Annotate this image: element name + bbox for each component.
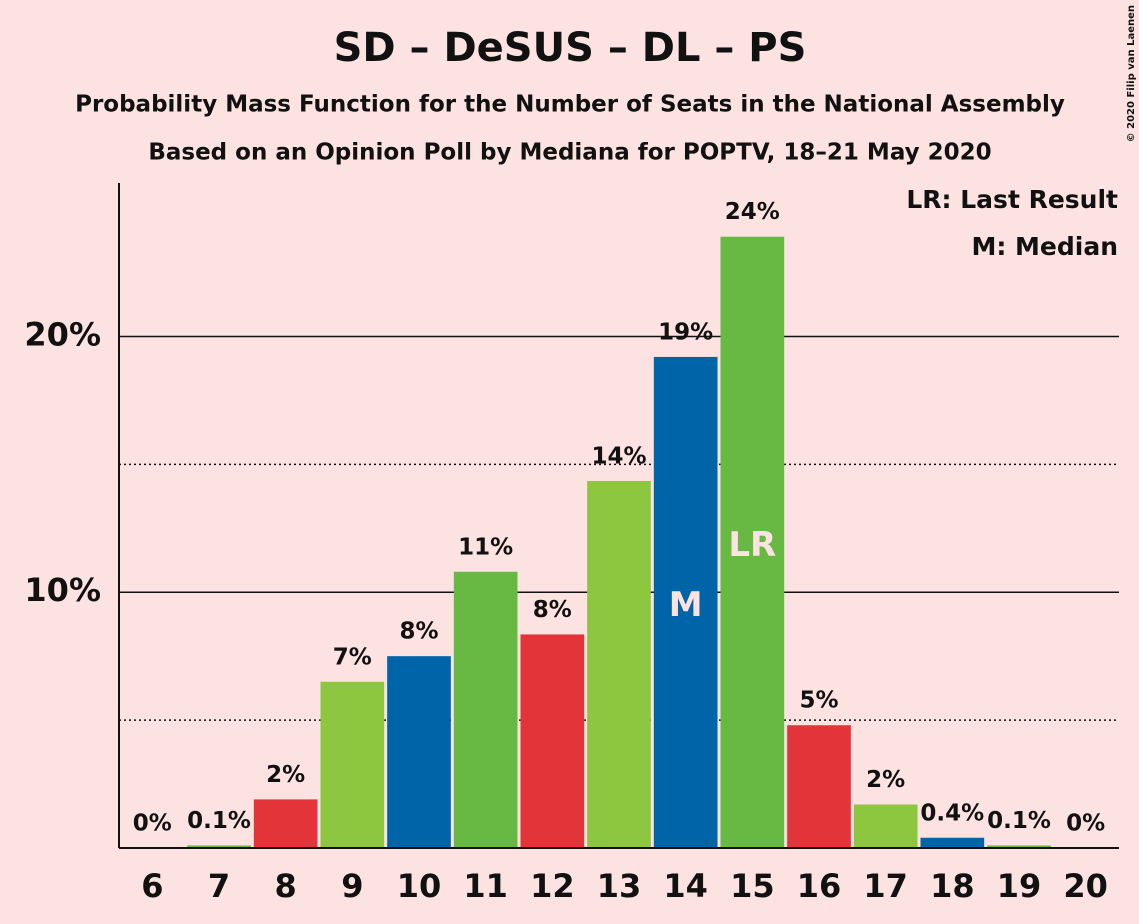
x-tick-label: 16 <box>797 867 842 905</box>
x-tick-label: 18 <box>930 867 975 905</box>
bar <box>387 656 451 848</box>
x-tick-label: 9 <box>341 867 363 905</box>
x-tick-label: 15 <box>730 867 775 905</box>
bar-annotation: M <box>669 585 703 625</box>
x-tick-label: 7 <box>208 867 230 905</box>
y-tick-label: 20% <box>24 315 101 353</box>
value-label: 0% <box>1066 811 1105 837</box>
value-label: 5% <box>799 688 838 714</box>
value-label: 0% <box>133 811 172 837</box>
chart-subtitle: Based on an Opinion Poll by Mediana for … <box>148 140 991 166</box>
value-label: 8% <box>533 597 572 623</box>
x-tick-label: 19 <box>997 867 1042 905</box>
value-label: 11% <box>458 534 513 560</box>
bar <box>587 480 651 848</box>
bar <box>253 799 318 848</box>
bar <box>787 725 851 848</box>
value-label: 0.4% <box>920 800 984 826</box>
bar <box>653 356 718 848</box>
x-tick-label: 17 <box>863 867 908 905</box>
bar <box>453 571 518 848</box>
value-label: 8% <box>399 619 438 645</box>
value-label: 2% <box>266 762 305 788</box>
x-tick-label: 13 <box>597 867 642 905</box>
bar <box>987 845 1051 848</box>
x-tick-label: 6 <box>141 867 163 905</box>
value-label: 14% <box>591 443 646 469</box>
bar <box>187 845 251 848</box>
legend-entry: M: Median <box>971 232 1118 261</box>
bar <box>853 804 918 848</box>
legend-entry: LR: Last Result <box>906 185 1118 214</box>
chart-subtitle: Probability Mass Function for the Number… <box>75 92 1065 118</box>
value-label: 24% <box>725 199 780 225</box>
bar-annotation: LR <box>728 525 776 565</box>
bar <box>720 236 785 848</box>
x-tick-label: 8 <box>275 867 297 905</box>
x-tick-label: 20 <box>1063 867 1108 905</box>
credit: © 2020 Filip van Laenen <box>1126 5 1137 142</box>
bar <box>320 681 385 848</box>
x-tick-label: 11 <box>463 867 508 905</box>
x-tick-label: 10 <box>397 867 442 905</box>
bar <box>520 634 585 848</box>
bar <box>920 837 985 848</box>
value-label: 19% <box>658 319 713 345</box>
value-label: 2% <box>866 767 905 793</box>
value-label: 0.1% <box>987 808 1051 834</box>
y-tick-label: 10% <box>24 571 101 609</box>
value-label: 0.1% <box>187 808 251 834</box>
x-tick-label: 12 <box>530 867 575 905</box>
value-label: 7% <box>333 644 372 670</box>
x-tick-label: 14 <box>663 867 708 905</box>
chart-title: SD – DeSUS – DL – PS <box>334 25 807 71</box>
